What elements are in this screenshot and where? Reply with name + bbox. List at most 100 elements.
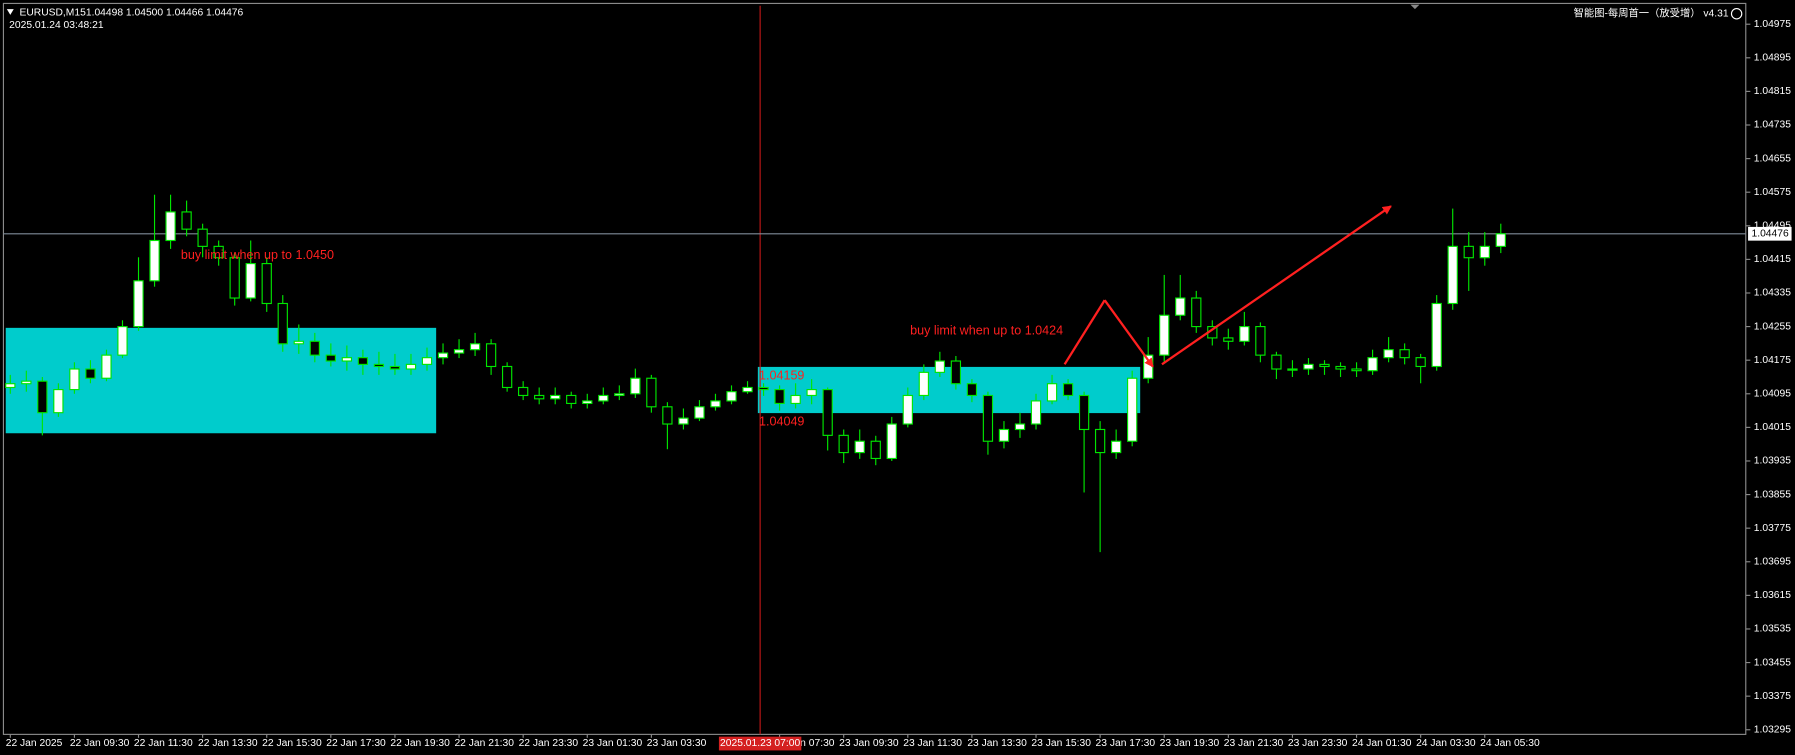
- candle-body: [1287, 368, 1298, 371]
- candle-body: [341, 357, 353, 362]
- candle-body: [181, 211, 192, 230]
- y-tick-label: 1.03855: [1754, 489, 1791, 500]
- candle-body: [886, 423, 897, 460]
- y-tick-label: 1.03775: [1754, 523, 1791, 534]
- candle-body: [758, 386, 769, 391]
- y-tick-label: 1.03695: [1754, 556, 1791, 567]
- candle-body: [85, 368, 96, 379]
- candle-body: [1094, 428, 1106, 454]
- candle-body: [405, 363, 417, 370]
- x-tick-label: 22 Jan 13:30: [198, 738, 258, 749]
- candle-body: [469, 343, 481, 351]
- candle-body: [421, 357, 433, 365]
- y-tick-label: 1.04175: [1754, 355, 1791, 366]
- candle-body: [966, 383, 978, 397]
- x-tick-label: 22 Jan 15:30: [262, 738, 322, 749]
- candle-body: [694, 406, 705, 419]
- candle-body: [1495, 233, 1506, 247]
- candle-body: [550, 394, 561, 400]
- x-tick-label: 24 Jan 05:30: [1480, 738, 1540, 749]
- candle-body: [566, 394, 577, 405]
- candle-body: [1479, 245, 1490, 259]
- candle-body: [726, 391, 737, 402]
- candle-body: [1351, 368, 1362, 372]
- candle-body: [149, 239, 160, 282]
- candle-body: [1175, 297, 1186, 316]
- y-tick-label: 1.03375: [1754, 691, 1791, 702]
- candle-body: [710, 400, 721, 408]
- candle-body: [485, 343, 497, 368]
- candle-body: [678, 417, 689, 425]
- crosshair-time-box: [718, 736, 802, 751]
- server-time: 2025.01.24 03:48:21: [9, 20, 104, 31]
- candle-body: [1014, 423, 1026, 431]
- y-tick-label: 1.03295: [1754, 724, 1791, 735]
- candle-body: [1335, 365, 1346, 370]
- candle-body: [1399, 349, 1410, 359]
- y-tick-label: 1.04895: [1754, 53, 1791, 64]
- candle-body: [1159, 314, 1170, 356]
- candle-body: [598, 394, 609, 402]
- x-tick-label: 22 Jan 2025: [6, 738, 63, 749]
- crosshair-time-label: 2025.01.23 07:00: [720, 738, 800, 749]
- arrow-line: [1161, 205, 1392, 366]
- candle-body: [1255, 326, 1266, 356]
- candle-body: [1271, 354, 1282, 370]
- symbol: EURUSD,M15: [19, 7, 86, 18]
- arrow-line: [1063, 299, 1106, 365]
- y-tick-label: 1.03615: [1754, 590, 1791, 601]
- candle-body: [309, 340, 320, 356]
- y-tick-label: 1.04575: [1754, 187, 1791, 198]
- candle-body: [838, 434, 849, 454]
- x-tick-label: 22 Jan 11:30: [134, 738, 193, 749]
- candle-body: [1239, 326, 1250, 342]
- indicator-name: 智能图-每周首一（放受增） v4.31: [1574, 6, 1729, 19]
- candle-body: [982, 394, 994, 442]
- y-tick-label: 1.04655: [1754, 153, 1791, 164]
- candle-body: [261, 263, 272, 305]
- annotation: buy limit when up to 1.0450: [181, 248, 334, 262]
- candle-body: [293, 340, 304, 345]
- candle-body: [1030, 400, 1042, 425]
- candle-body: [69, 368, 80, 391]
- x-tick-label: 23 Jan 09:30: [839, 738, 899, 749]
- candle-body: [229, 257, 240, 299]
- x-tick-label: 23 Jan 11:30: [903, 738, 962, 749]
- candle-body: [1383, 349, 1394, 359]
- menu-triangle[interactable]: [6, 9, 14, 15]
- x-tick-label: 24 Jan 03:30: [1416, 738, 1476, 749]
- candle-body: [101, 354, 112, 379]
- candle-body: [1191, 297, 1202, 328]
- candle-body: [854, 440, 865, 454]
- x-tick-label: 22 Jan 17:30: [326, 738, 386, 749]
- x-tick-label: 23 Jan 19:30: [1160, 738, 1220, 749]
- candle-body: [1431, 302, 1442, 368]
- y-tick-label: 1.04415: [1754, 254, 1791, 265]
- x-tick-label: 23 Jan 23:30: [1288, 738, 1348, 749]
- x-tick-label: 23 Jan 15:30: [1031, 738, 1091, 749]
- smiley-icon[interactable]: [1730, 8, 1743, 20]
- y-tick-label: 1.04735: [1754, 120, 1791, 131]
- candle-body: [806, 389, 817, 397]
- y-tick-label: 1.04095: [1754, 388, 1791, 399]
- candle-body: [197, 228, 208, 247]
- candle-body: [950, 360, 962, 385]
- x-tick-label: 22 Jan 09:30: [70, 738, 130, 749]
- candle-body: [998, 428, 1010, 442]
- candle-body: [1367, 357, 1378, 372]
- current-price-label: 1.04476: [1751, 228, 1788, 239]
- candle-body: [934, 360, 946, 373]
- candle-body: [1223, 337, 1234, 342]
- x-tick-label: 22 Jan 19:30: [390, 738, 450, 749]
- candle-body: [1463, 245, 1474, 259]
- candle-body: [1415, 357, 1426, 368]
- candle-body: [501, 365, 513, 389]
- candle-body: [373, 363, 385, 368]
- candle-body: [614, 393, 625, 397]
- candle-body: [1110, 440, 1122, 454]
- candle-body: [870, 440, 881, 460]
- candle-body: [1303, 363, 1314, 370]
- candle-body: [902, 394, 913, 425]
- candle-body: [437, 352, 449, 359]
